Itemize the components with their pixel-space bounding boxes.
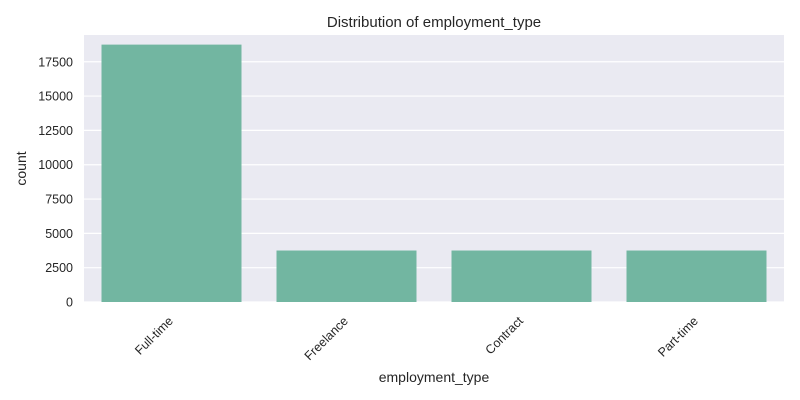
y-tick-label: 15000 [38,90,73,104]
y-tick-label: 12500 [38,124,73,138]
y-tick-label: 5000 [45,227,73,241]
x-tick-label: Freelance [302,314,351,363]
bar-full-time [101,44,242,302]
bar-contract [451,250,592,302]
y-axis-ticks: 0 2500 5000 7500 10000 12500 15000 17500 [38,55,73,309]
y-tick-label: 2500 [45,261,73,275]
y-tick-label: 0 [66,296,73,310]
bar-part-time [626,250,767,302]
x-axis-label: employment_type [379,369,490,385]
x-tick-label: Part-time [655,314,701,360]
x-tick-label: Full-time [132,314,176,358]
y-axis-label: count [13,151,29,185]
y-tick-label: 10000 [38,158,73,172]
bars [101,44,767,302]
y-tick-label: 7500 [45,193,73,207]
x-axis-ticks: Full-time Freelance Contract Part-time [132,314,701,364]
y-tick-label: 17500 [38,55,73,69]
chart-title: Distribution of employment_type [327,14,541,31]
bar-freelance [276,250,417,302]
x-tick-label: Contract [483,314,527,358]
